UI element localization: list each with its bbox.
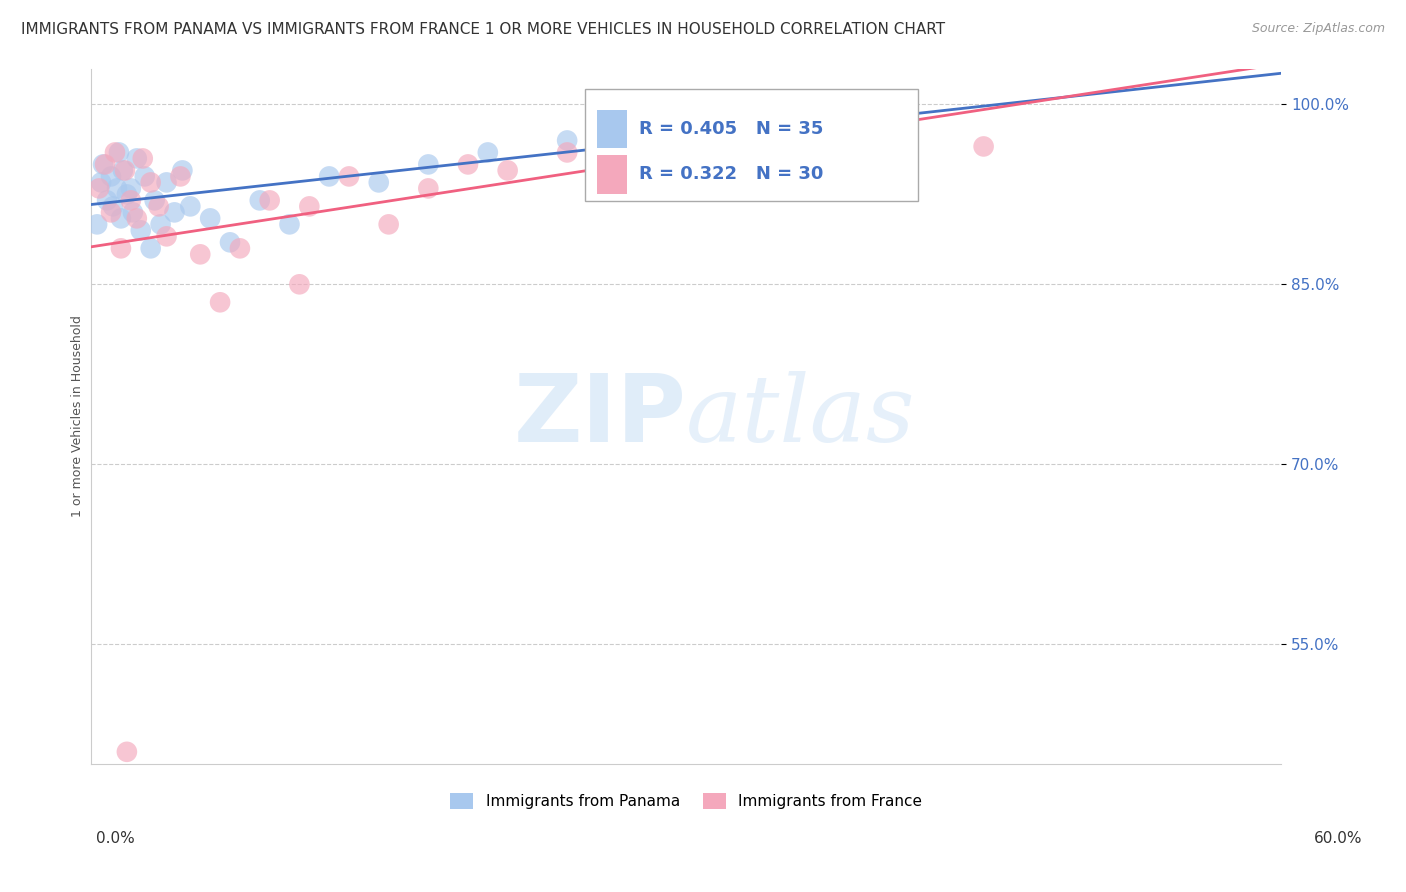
- Bar: [598, 111, 627, 148]
- Point: [229, 241, 252, 255]
- Text: R = 0.405   N = 35: R = 0.405 N = 35: [638, 120, 823, 138]
- Text: ZIP: ZIP: [513, 370, 686, 462]
- Point: [110, 241, 132, 255]
- Point: [555, 133, 578, 147]
- Point: [139, 241, 162, 255]
- Text: R = 0.322   N = 30: R = 0.322 N = 30: [638, 165, 823, 183]
- Point: [209, 295, 232, 310]
- Point: [115, 187, 138, 202]
- Point: [115, 745, 138, 759]
- Point: [132, 152, 155, 166]
- Point: [169, 169, 191, 184]
- Point: [104, 145, 127, 160]
- Point: [155, 229, 177, 244]
- Text: Source: ZipAtlas.com: Source: ZipAtlas.com: [1251, 22, 1385, 36]
- Point: [120, 181, 142, 195]
- Point: [249, 194, 271, 208]
- Point: [163, 205, 186, 219]
- Point: [288, 277, 311, 292]
- Y-axis label: 1 or more Vehicles in Household: 1 or more Vehicles in Household: [72, 315, 84, 517]
- Point: [101, 199, 124, 213]
- Point: [616, 157, 638, 171]
- Point: [457, 157, 479, 171]
- Point: [834, 97, 856, 112]
- Point: [110, 211, 132, 226]
- Point: [111, 163, 134, 178]
- Point: [86, 218, 108, 232]
- Point: [105, 181, 128, 195]
- Point: [90, 175, 112, 189]
- Text: atlas: atlas: [686, 371, 915, 461]
- Point: [155, 175, 177, 189]
- Point: [259, 194, 281, 208]
- Point: [318, 169, 340, 184]
- Point: [125, 152, 148, 166]
- Point: [91, 157, 114, 171]
- Point: [125, 211, 148, 226]
- Point: [134, 169, 156, 184]
- Point: [367, 175, 389, 189]
- FancyBboxPatch shape: [585, 89, 918, 201]
- Point: [143, 194, 166, 208]
- Point: [100, 205, 122, 219]
- Point: [172, 163, 194, 178]
- Point: [477, 145, 499, 160]
- Point: [278, 218, 301, 232]
- Point: [149, 218, 172, 232]
- Point: [337, 169, 360, 184]
- Point: [219, 235, 242, 250]
- Text: IMMIGRANTS FROM PANAMA VS IMMIGRANTS FROM FRANCE 1 OR MORE VEHICLES IN HOUSEHOLD: IMMIGRANTS FROM PANAMA VS IMMIGRANTS FRO…: [21, 22, 945, 37]
- Point: [555, 145, 578, 160]
- Point: [734, 121, 756, 136]
- Bar: [598, 155, 627, 194]
- Point: [636, 139, 658, 153]
- Point: [198, 211, 221, 226]
- Point: [148, 199, 170, 213]
- Point: [139, 175, 162, 189]
- Point: [418, 157, 440, 171]
- Point: [298, 199, 321, 213]
- Point: [94, 157, 117, 171]
- Point: [114, 163, 136, 178]
- Point: [100, 169, 122, 184]
- Point: [188, 247, 211, 261]
- Legend: Immigrants from Panama, Immigrants from France: Immigrants from Panama, Immigrants from …: [444, 787, 928, 815]
- Point: [87, 181, 110, 195]
- Point: [834, 97, 856, 112]
- Point: [179, 199, 201, 213]
- Point: [418, 181, 440, 195]
- Text: 0.0%: 0.0%: [96, 831, 135, 846]
- Point: [129, 223, 152, 237]
- Point: [108, 145, 131, 160]
- Point: [120, 194, 142, 208]
- Point: [496, 163, 519, 178]
- Text: 60.0%: 60.0%: [1315, 831, 1362, 846]
- Point: [973, 139, 995, 153]
- Point: [377, 218, 399, 232]
- Point: [96, 194, 118, 208]
- Point: [714, 133, 737, 147]
- Point: [121, 205, 143, 219]
